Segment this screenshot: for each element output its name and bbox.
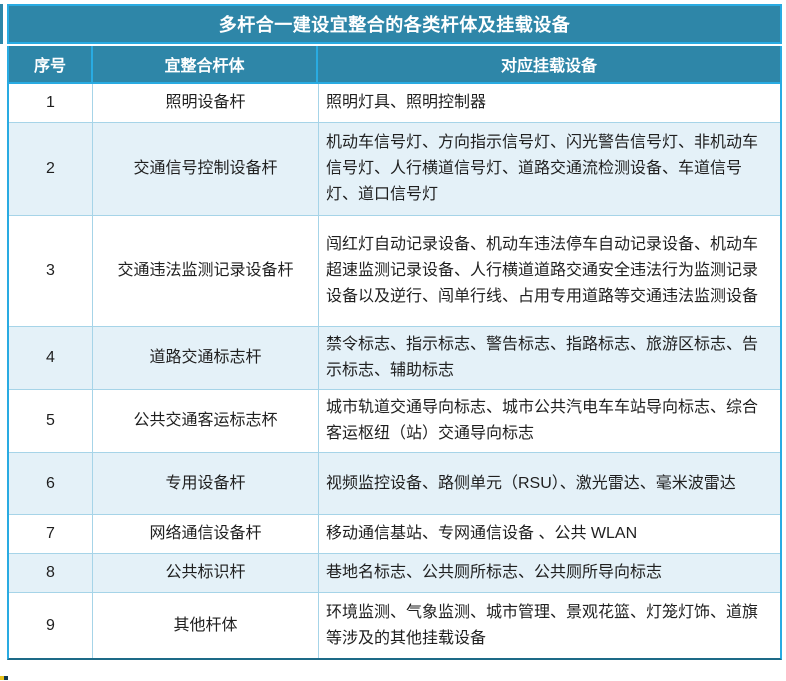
row-index: 2 [9,123,93,215]
table-header-row: 序号 宜整合杆体 对应挂载设备 [7,46,782,84]
title-header-divider [7,44,782,46]
mounted-devices: 机动车信号灯、方向指示信号灯、闪光警告信号灯、非机动车信号灯、人行横道信号灯、道… [326,134,759,203]
table-row: 7 网络通信设备杆 移动通信基站、专网通信设备 、公共 WLAN [9,515,780,554]
artifact-yellow-square [0,676,4,680]
row-index: 9 [9,593,93,658]
artifact-dark-square [4,676,8,680]
column-header-index: 序号 [9,46,93,82]
pole-type: 专用设备杆 [93,453,319,514]
pole-type: 照明设备杆 [93,84,319,122]
mounted-devices: 视频监控设备、路侧单元（RSU）、激光雷达、毫米波雷达 [326,474,736,492]
mounted-devices: 环境监测、气象监测、城市管理、景观花篮、灯笼灯饰、道旗等涉及的其他挂载设备 [326,603,759,647]
mounted-devices: 照明灯具、照明控制器 [326,94,487,111]
mounted-devices: 闯红灯自动记录设备、机动车违法停车自动记录设备、机动车超速监测记录设备、人行横道… [326,236,759,305]
column-header-devices: 对应挂载设备 [500,58,597,75]
table-row: 2 交通信号控制设备杆 机动车信号灯、方向指示信号灯、闪光警告信号灯、非机动车信… [9,123,780,216]
mounted-devices: 巷地名标志、公共厕所标志、公共厕所导向标志 [326,564,663,581]
left-edge-artifact [0,4,3,44]
table-row: 6 专用设备杆 视频监控设备、路侧单元（RSU）、激光雷达、毫米波雷达 [9,453,780,515]
table-row: 4 道路交通标志杆 禁令标志、指示标志、警告标志、指路标志、旅游区标志、告示标志… [9,327,780,390]
pole-type: 交通信号控制设备杆 [93,123,319,215]
table-row: 5 公共交通客运标志杯 城市轨道交通导向标志、城市公共汽电车车站导向标志、综合客… [9,390,780,453]
row-index: 7 [9,515,93,553]
table-row: 9 其他杆体 环境监测、气象监测、城市管理、景观花篮、灯笼灯饰、道旗等涉及的其他… [9,593,780,658]
row-index: 4 [9,327,93,389]
pole-type: 公共交通客运标志杯 [93,390,319,452]
table-title: 多杆合一建设宜整合的各类杆体及挂载设备 [7,4,782,44]
table-row: 8 公共标识杆 巷地名标志、公共厕所标志、公共厕所导向标志 [9,554,780,593]
mounted-devices: 城市轨道交通导向标志、城市公共汽电车车站导向标志、综合客运枢纽（站）交通导向标志 [326,399,759,442]
table-row: 3 交通违法监测记录设备杆 闯红灯自动记录设备、机动车违法停车自动记录设备、机动… [9,216,780,327]
row-index: 1 [9,84,93,122]
row-index: 8 [9,554,93,592]
pole-type: 其他杆体 [93,593,319,658]
mounted-devices: 移动通信基站、专网通信设备 、公共 WLAN [326,525,638,542]
pole-type: 网络通信设备杆 [93,515,319,553]
pole-type: 道路交通标志杆 [93,327,319,389]
row-index: 5 [9,390,93,452]
row-index: 3 [9,216,93,326]
mounted-devices: 禁令标志、指示标志、警告标志、指路标志、旅游区标志、告示标志、辅助标志 [326,336,759,379]
bottom-left-artifact [0,676,8,680]
table-body: 1 照明设备杆 照明灯具、照明控制器 2 交通信号控制设备杆 机动车信号灯、方向… [7,84,782,660]
pole-type: 公共标识杆 [93,554,319,592]
table-row: 1 照明设备杆 照明灯具、照明控制器 [9,84,780,123]
pole-type: 交通违法监测记录设备杆 [93,216,319,326]
row-index: 6 [9,453,93,514]
column-header-pole: 宜整合杆体 [93,46,318,82]
poles-equipment-table: 多杆合一建设宜整合的各类杆体及挂载设备 序号 宜整合杆体 对应挂载设备 1 照明… [7,4,782,660]
